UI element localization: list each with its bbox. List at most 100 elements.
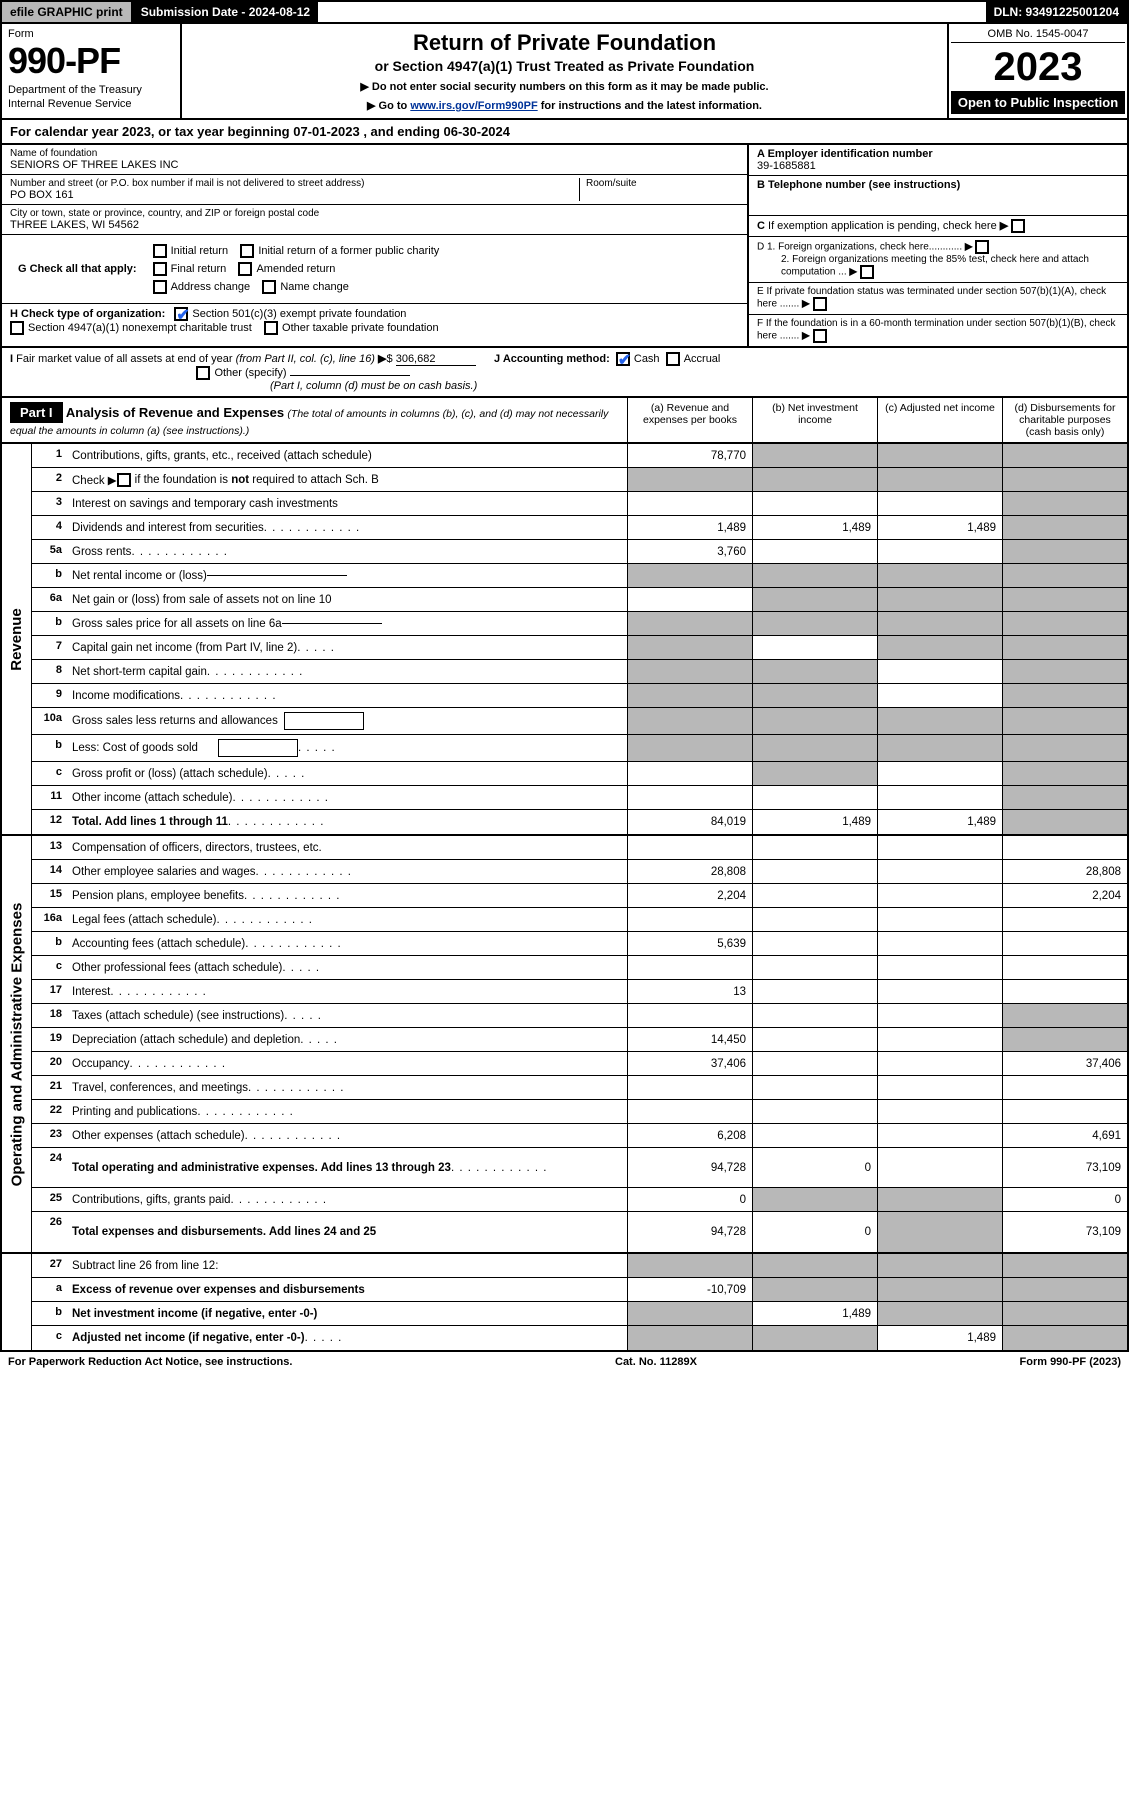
- g-opt-4: Address change: [171, 281, 251, 293]
- cb-sch-b[interactable]: [117, 473, 131, 487]
- line-16b: Accounting fees (attach schedule): [68, 932, 627, 955]
- line-4: Dividends and interest from securities: [68, 516, 627, 539]
- cb-d2[interactable]: [860, 265, 874, 279]
- g-opt-2: Final return: [171, 263, 227, 275]
- l12-a: 84,019: [627, 810, 752, 834]
- omb-number: OMB No. 1545-0047: [951, 26, 1125, 43]
- cb-c[interactable]: [1011, 219, 1025, 233]
- tax-year: 2023: [951, 43, 1125, 91]
- cb-other-taxable[interactable]: [264, 321, 278, 335]
- line-3: Interest on savings and temporary cash i…: [68, 492, 627, 515]
- cb-final-return[interactable]: [153, 262, 167, 276]
- efile-print-button[interactable]: efile GRAPHIC print: [2, 2, 133, 22]
- cb-accrual[interactable]: [666, 352, 680, 366]
- h-opt-2: Section 4947(a)(1) nonexempt charitable …: [28, 322, 252, 334]
- part1-header-row: Part I Analysis of Revenue and Expenses …: [0, 398, 1129, 444]
- h-opt-1: Section 501(c)(3) exempt private foundat…: [192, 308, 406, 320]
- line-15: Pension plans, employee benefits: [68, 884, 627, 907]
- instr-post: for instructions and the latest informat…: [538, 100, 762, 112]
- c-label: C If exemption application is pending, c…: [757, 220, 997, 232]
- line-9: Income modifications: [68, 684, 627, 707]
- cb-initial-public[interactable]: [240, 244, 254, 258]
- irs-link[interactable]: www.irs.gov/Form990PF: [410, 100, 537, 112]
- line-27c: Adjusted net income (if negative, enter …: [68, 1326, 627, 1350]
- foundation-city: THREE LAKES, WI 54562: [10, 219, 739, 231]
- l27a-a: -10,709: [627, 1278, 752, 1301]
- col-b-header: (b) Net investment income: [752, 398, 877, 442]
- l25-a: 0: [627, 1188, 752, 1211]
- line-26: Total expenses and disbursements. Add li…: [68, 1212, 627, 1252]
- part1-title: Analysis of Revenue and Expenses: [66, 405, 284, 420]
- calendar-year-row: For calendar year 2023, or tax year begi…: [0, 120, 1129, 145]
- j-label: J Accounting method:: [494, 353, 610, 365]
- footer-left: For Paperwork Reduction Act Notice, see …: [8, 1356, 292, 1368]
- line-27b: Net investment income (if negative, ente…: [68, 1302, 627, 1325]
- line-8: Net short-term capital gain: [68, 660, 627, 683]
- l17-a: 13: [627, 980, 752, 1003]
- form-number: 990-PF: [8, 40, 174, 82]
- j-other: Other (specify): [214, 367, 286, 379]
- form-label: Form: [8, 28, 174, 40]
- part1-label: Part I: [10, 402, 63, 423]
- dept-irs: Internal Revenue Service: [8, 98, 174, 110]
- l12-b: 1,489: [752, 810, 877, 834]
- l24-a: 94,728: [627, 1148, 752, 1187]
- revenue-table: Revenue 1Contributions, gifts, grants, e…: [0, 444, 1129, 836]
- section-i-j: I Fair market value of all assets at end…: [0, 348, 1129, 398]
- dept-treasury: Department of the Treasury: [8, 84, 174, 96]
- h-label: H Check type of organization:: [10, 308, 165, 320]
- l20-d: 37,406: [1002, 1052, 1127, 1075]
- ein-label: A Employer identification number: [757, 148, 933, 160]
- form-header: Form 990-PF Department of the Treasury I…: [0, 24, 1129, 120]
- instr-pre: ▶ Go to: [367, 100, 410, 112]
- line-16c: Other professional fees (attach schedule…: [68, 956, 627, 979]
- col-c-header: (c) Adjusted net income: [877, 398, 1002, 442]
- cb-e[interactable]: [813, 297, 827, 311]
- l4-a: 1,489: [627, 516, 752, 539]
- line-1: Contributions, gifts, grants, etc., rece…: [68, 444, 627, 467]
- i-label: I Fair market value of all assets at end…: [10, 353, 375, 365]
- top-bar: efile GRAPHIC print Submission Date - 20…: [0, 0, 1129, 24]
- l1-a: 78,770: [627, 444, 752, 467]
- line-16a: Legal fees (attach schedule): [68, 908, 627, 931]
- name-label: Name of foundation: [10, 148, 739, 159]
- cb-address-change[interactable]: [153, 280, 167, 294]
- expenses-table: Operating and Administrative Expenses 13…: [0, 836, 1129, 1254]
- line-13: Compensation of officers, directors, tru…: [68, 836, 627, 859]
- l15-d: 2,204: [1002, 884, 1127, 907]
- cb-d1[interactable]: [975, 240, 989, 254]
- line-5b: Net rental income or (loss): [68, 564, 627, 587]
- d1-label: D 1. Foreign organizations, check here..…: [757, 242, 962, 253]
- line-24: Total operating and administrative expen…: [68, 1148, 627, 1187]
- instr-ssn: ▶ Do not enter social security numbers o…: [192, 80, 937, 93]
- line-20: Occupancy: [68, 1052, 627, 1075]
- cb-501c3[interactable]: [174, 307, 188, 321]
- line-11: Other income (attach schedule): [68, 786, 627, 809]
- instr-link-row: ▶ Go to www.irs.gov/Form990PF for instru…: [192, 99, 937, 112]
- cb-other-method[interactable]: [196, 366, 210, 380]
- l24-d: 73,109: [1002, 1148, 1127, 1187]
- tel-label: B Telephone number (see instructions): [757, 179, 960, 191]
- l14-d: 28,808: [1002, 860, 1127, 883]
- cb-amended[interactable]: [238, 262, 252, 276]
- room-label: Room/suite: [586, 178, 739, 189]
- i-value: 306,682: [396, 353, 476, 366]
- line-27-block: 27Subtract line 26 from line 12: aExcess…: [0, 1254, 1129, 1352]
- l5a-a: 3,760: [627, 540, 752, 563]
- h-opt-3: Other taxable private foundation: [282, 322, 439, 334]
- cb-f[interactable]: [813, 329, 827, 343]
- l26-a: 94,728: [627, 1212, 752, 1252]
- city-label: City or town, state or province, country…: [10, 208, 739, 219]
- l26-b: 0: [752, 1212, 877, 1252]
- line-10c: Gross profit or (loss) (attach schedule): [68, 762, 627, 785]
- cb-4947[interactable]: [10, 321, 24, 335]
- cb-initial-return[interactable]: [153, 244, 167, 258]
- footer-right: Form 990-PF (2023): [1020, 1356, 1122, 1368]
- line-10a: Gross sales less returns and allowances: [68, 708, 627, 734]
- g-opt-1: Initial return of a former public charit…: [258, 245, 439, 257]
- foundation-name: SENIORS OF THREE LAKES INC: [10, 159, 739, 171]
- line-14: Other employee salaries and wages: [68, 860, 627, 883]
- cb-name-change[interactable]: [262, 280, 276, 294]
- revenue-side-label: Revenue: [2, 444, 32, 834]
- cb-cash[interactable]: [616, 352, 630, 366]
